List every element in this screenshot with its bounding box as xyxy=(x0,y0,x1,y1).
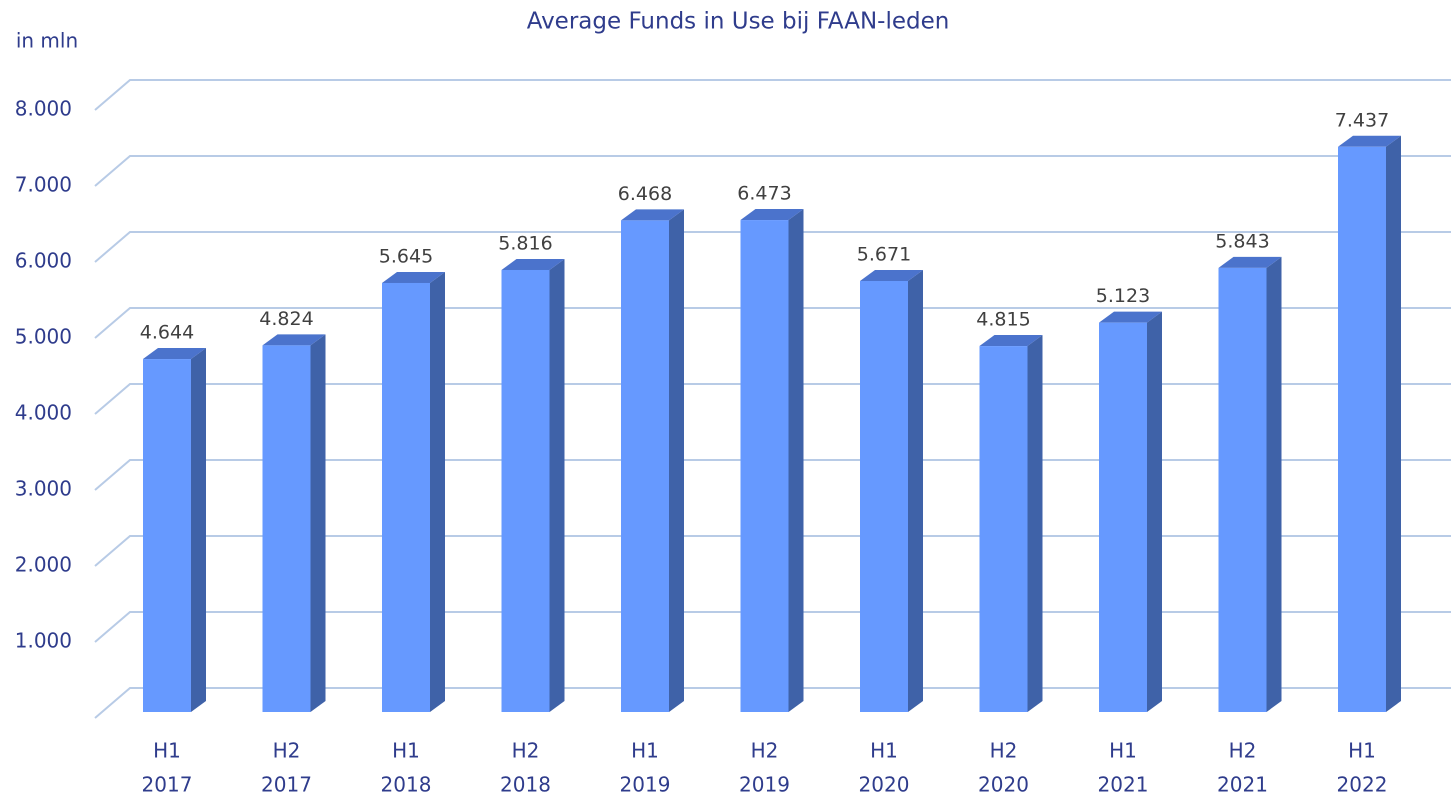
value-label: 5.671 xyxy=(857,244,911,266)
bar-front xyxy=(740,220,789,712)
grid-line xyxy=(94,231,1451,263)
bar-front xyxy=(143,359,191,712)
bar-side xyxy=(310,334,326,712)
x-tick-label: 2020 xyxy=(978,773,1029,797)
y-tick-label: 7.000 xyxy=(15,173,72,197)
x-tick-label: 2019 xyxy=(620,773,671,797)
bar xyxy=(979,335,1043,712)
bar-side xyxy=(191,348,206,712)
bar-top xyxy=(621,209,684,221)
x-tick-label: H1 xyxy=(153,739,181,763)
y-tick-label: 6.000 xyxy=(15,249,72,273)
bar-top xyxy=(979,335,1043,347)
bar-front xyxy=(1338,146,1386,713)
x-tick-label: 2021 xyxy=(1098,773,1149,797)
x-tick-label: H2 xyxy=(512,739,540,763)
bar xyxy=(382,271,445,712)
bar-side xyxy=(1027,335,1043,712)
bar xyxy=(1099,311,1162,712)
bar-side xyxy=(1266,256,1282,712)
value-label: 6.473 xyxy=(737,183,791,205)
x-tick-label: 2018 xyxy=(381,773,432,797)
bar-front xyxy=(382,282,430,712)
y-axis-label: in mln xyxy=(16,29,78,53)
x-tick-label: 2018 xyxy=(500,773,551,797)
x-tick-label: 2021 xyxy=(1217,773,1268,797)
bar-top xyxy=(860,270,923,282)
chart-title: Average Funds in Use bij FAAN-leden xyxy=(527,9,950,35)
x-tick-label: 2022 xyxy=(1337,773,1388,797)
bar-side xyxy=(788,209,804,712)
value-label: 4.815 xyxy=(976,309,1030,331)
x-tick-label: 2020 xyxy=(859,773,910,797)
y-tick-label: 2.000 xyxy=(15,553,72,577)
value-label: 6.468 xyxy=(618,183,672,205)
x-tick-label: 2019 xyxy=(739,773,790,797)
bar xyxy=(860,270,923,712)
bar-side xyxy=(669,209,684,712)
y-tick-label: 8.000 xyxy=(15,97,72,121)
bar xyxy=(143,348,206,712)
bar-front xyxy=(262,345,311,712)
bar-top xyxy=(143,348,206,360)
bar xyxy=(1218,256,1282,712)
y-tick-label: 3.000 xyxy=(15,477,72,501)
x-tick-label: 2017 xyxy=(261,773,312,797)
bar-top xyxy=(1218,256,1282,268)
bar-top xyxy=(382,271,445,283)
x-tick-label: H1 xyxy=(870,739,898,763)
y-tick-label: 4.000 xyxy=(15,401,72,425)
value-label: 5.816 xyxy=(498,232,552,254)
bar xyxy=(262,334,326,712)
grid-line xyxy=(94,155,1451,187)
value-label: 5.123 xyxy=(1096,285,1150,307)
bar-front xyxy=(501,269,550,712)
x-tick-label: H2 xyxy=(990,739,1018,763)
bar xyxy=(1338,135,1401,713)
value-label: 4.644 xyxy=(140,322,194,344)
x-tick-label: H1 xyxy=(392,739,420,763)
bar-top xyxy=(262,334,326,346)
y-tick-label: 1.000 xyxy=(15,629,72,653)
bar-top xyxy=(740,209,804,221)
bar-side xyxy=(430,271,445,712)
x-tick-label: H2 xyxy=(751,739,779,763)
bar xyxy=(501,258,565,712)
bar-front xyxy=(1099,322,1147,712)
x-tick-label: H1 xyxy=(631,739,659,763)
value-label: 7.437 xyxy=(1335,109,1389,131)
bar-side xyxy=(1386,135,1401,713)
bar xyxy=(740,209,804,712)
bar-front xyxy=(1218,267,1267,712)
value-label: 5.843 xyxy=(1215,230,1269,252)
bar-front xyxy=(979,346,1028,712)
grid-line xyxy=(94,79,1451,111)
x-tick-label: H2 xyxy=(1229,739,1257,763)
bar-front xyxy=(860,281,908,712)
bar-top xyxy=(501,258,565,270)
grid-line xyxy=(94,307,1451,339)
bar-side xyxy=(549,258,565,712)
x-tick-label: H1 xyxy=(1109,739,1137,763)
bar xyxy=(621,209,684,712)
x-tick-label: H1 xyxy=(1348,739,1376,763)
value-label: 4.824 xyxy=(259,308,313,330)
bar-side xyxy=(1147,311,1162,712)
bar-front xyxy=(621,220,669,712)
bar-side xyxy=(908,270,923,712)
bar-top xyxy=(1099,311,1162,323)
bar-top xyxy=(1338,135,1401,147)
x-tick-label: H2 xyxy=(273,739,301,763)
y-tick-label: 5.000 xyxy=(15,325,72,349)
x-tick-label: 2017 xyxy=(142,773,193,797)
value-label: 5.645 xyxy=(379,245,433,267)
